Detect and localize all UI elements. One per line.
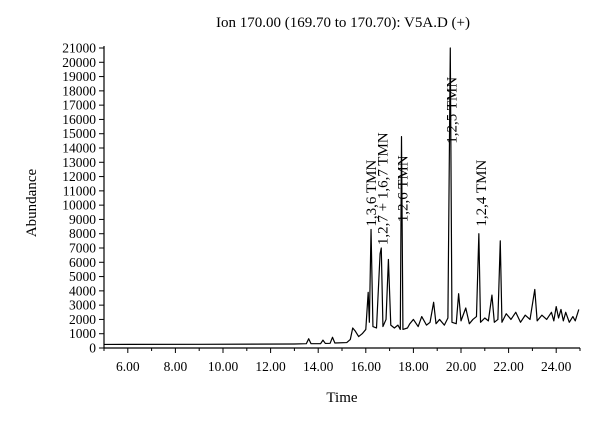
y-tick-label: 3000 bbox=[69, 298, 96, 313]
y-tick-label: 15000 bbox=[62, 126, 96, 141]
peak-label: 1,2,6 TMN bbox=[396, 155, 412, 222]
y-tick-label: 9000 bbox=[69, 212, 96, 227]
y-tick-label: 13000 bbox=[62, 155, 96, 170]
x-tick-label: 10.00 bbox=[208, 359, 239, 374]
y-tick-label: 1000 bbox=[69, 326, 96, 341]
y-tick-label: 0 bbox=[89, 341, 96, 356]
y-tick-label: 14000 bbox=[62, 141, 96, 156]
y-tick-label: 17000 bbox=[62, 98, 96, 113]
x-axis-title: Time bbox=[326, 390, 357, 406]
y-tick-label: 5000 bbox=[69, 269, 96, 284]
y-tick-label: 10000 bbox=[62, 198, 96, 213]
y-tick-label: 8000 bbox=[69, 226, 96, 241]
chart-title: Ion 170.00 (169.70 to 170.70): V5A.D (+) bbox=[216, 15, 470, 31]
peak-label: 1,2,4 TMN bbox=[474, 160, 490, 227]
x-axis-ticks: 6.00 8.00 10.00 12.00 14.00 16.00 18.00 20.00 22… bbox=[103, 348, 581, 374]
x-tick-label: 8.00 bbox=[164, 359, 188, 374]
x-tick-label: 18.00 bbox=[398, 359, 429, 374]
y-tick-label: 16000 bbox=[62, 112, 96, 127]
y-tick-label: 6000 bbox=[69, 255, 96, 270]
x-tick-label: 12.00 bbox=[255, 359, 286, 374]
y-axis-ticks: 0100020003000400050006000700080009000100… bbox=[62, 41, 104, 356]
x-tick-label: 20.00 bbox=[446, 359, 477, 374]
y-axis-title: Abundance bbox=[24, 169, 40, 238]
x-tick-label: 16.00 bbox=[351, 359, 382, 374]
y-tick-label: 2000 bbox=[69, 312, 96, 327]
y-tick-label: 19000 bbox=[62, 69, 96, 84]
y-tick-label: 4000 bbox=[69, 283, 96, 298]
peak-label: 1,3,6 TMN bbox=[364, 160, 380, 227]
y-tick-label: 12000 bbox=[62, 169, 96, 184]
peak-label: 1,2,7 + 1,6,7 TMN bbox=[375, 132, 391, 245]
x-tick-label: 24.00 bbox=[541, 359, 572, 374]
y-tick-label: 21000 bbox=[62, 41, 96, 56]
y-tick-label: 11000 bbox=[63, 183, 96, 198]
y-tick-label: 18000 bbox=[62, 83, 96, 98]
x-tick-label: 6.00 bbox=[116, 359, 140, 374]
y-tick-label: 20000 bbox=[62, 55, 96, 70]
peak-label: 1,2,5 TMN bbox=[444, 77, 460, 144]
y-tick-label: 7000 bbox=[69, 241, 96, 256]
chromatogram-trace bbox=[103, 47, 580, 346]
x-tick-label: 22.00 bbox=[493, 359, 524, 374]
x-tick-label: 14.00 bbox=[303, 359, 334, 374]
